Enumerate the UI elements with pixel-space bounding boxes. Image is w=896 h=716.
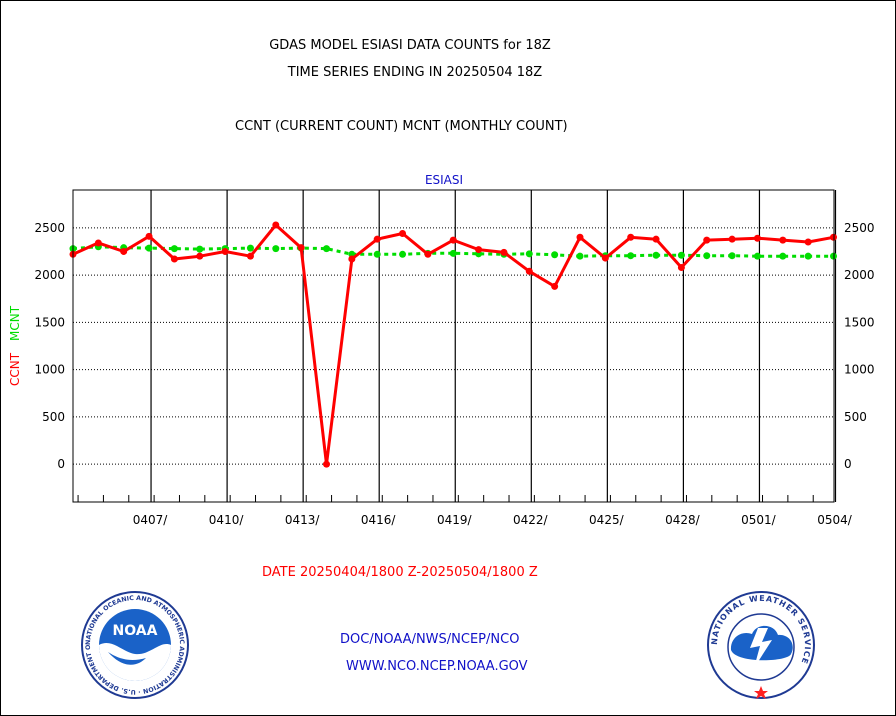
- x-tick-label: 0410/: [209, 513, 245, 527]
- plot-border: [72, 189, 835, 503]
- series-ccnt-point: [297, 244, 305, 252]
- series-ccnt-point: [120, 247, 128, 255]
- series-mcnt-point: [703, 252, 711, 260]
- chart-title-line2: TIME SERIES ENDING IN 20250504 18Z: [287, 65, 543, 80]
- series-ccnt-point: [601, 254, 609, 262]
- x-tick-label: 0425/: [589, 513, 625, 527]
- series-mcnt-point: [677, 251, 685, 259]
- y-tick-label-left: 0: [57, 457, 65, 471]
- series-mcnt-point: [753, 252, 761, 260]
- series-ccnt-point: [728, 235, 736, 243]
- series-ccnt-point: [145, 232, 153, 240]
- website-link[interactable]: WWW.NCO.NCEP.NOAA.GOV: [346, 659, 528, 674]
- series-mcnt-point: [551, 251, 559, 259]
- series-ccnt-line: [72, 223, 834, 466]
- series-ccnt-point: [323, 460, 330, 468]
- series-ccnt-point: [196, 252, 204, 260]
- x-tick-label: 0416/: [361, 513, 397, 527]
- series-mcnt-point: [399, 250, 407, 258]
- series-mcnt-point: [576, 252, 584, 260]
- y-tick-label-left: 2500: [34, 221, 65, 235]
- x-tick-label: 0428/: [665, 513, 701, 527]
- series-ccnt-point: [804, 238, 812, 246]
- series-ccnt-point: [525, 267, 533, 275]
- series-ccnt-point: [703, 236, 711, 244]
- series-mcnt-point: [246, 244, 254, 252]
- date-range: DATE 20250404/1800 Z-20250504/1800 Z: [262, 565, 538, 580]
- series-ccnt-point: [94, 239, 102, 247]
- x-tick-label: 0407/: [133, 513, 169, 527]
- series-mcnt-point: [525, 250, 533, 258]
- series-mcnt-point: [272, 245, 280, 253]
- agency-link[interactable]: DOC/NOAA/NWS/NCEP/NCO: [340, 632, 520, 647]
- series-mcnt-point: [627, 252, 635, 260]
- plot-title: ESIASI: [425, 173, 463, 187]
- series-mcnt-point: [373, 250, 381, 258]
- series-ccnt-point: [348, 255, 356, 263]
- series-mcnt-point: [323, 245, 330, 253]
- series-ccnt-point: [753, 234, 761, 242]
- series-ccnt-point: [246, 252, 254, 260]
- series-mcnt-point: [449, 249, 457, 257]
- series-mcnt-point: [170, 245, 178, 253]
- series-ccnt-point: [677, 264, 685, 272]
- series-ccnt-point: [424, 250, 432, 258]
- series-ccnt-point: [475, 246, 483, 254]
- series-mcnt-point: [145, 244, 153, 252]
- y-tick-label-right: 500: [844, 410, 867, 424]
- y-axis-label-ccnt: CCNT: [8, 352, 22, 386]
- x-tick-label: 0501/: [741, 513, 777, 527]
- series-mcnt-point: [728, 252, 736, 260]
- series-ccnt-point: [399, 229, 407, 237]
- y-tick-label-left: 1500: [34, 315, 65, 329]
- y-tick-label-right: 1500: [844, 315, 875, 329]
- y-tick-label-right: 1000: [844, 363, 875, 377]
- x-tick-label: 0422/: [513, 513, 549, 527]
- y-tick-label-left: 2000: [34, 268, 65, 282]
- series-mcnt-point: [196, 245, 204, 253]
- series-ccnt-point: [170, 255, 178, 263]
- series-mcnt-point: [804, 252, 812, 260]
- x-tick-label: 0413/: [285, 513, 321, 527]
- series-mcnt-point: [779, 252, 787, 260]
- chart-legend-text: CCNT (CURRENT COUNT) MCNT (MONTHLY COUNT…: [235, 119, 568, 134]
- series-ccnt-point: [627, 233, 635, 241]
- axis-ticks: 0 0 500 500 1000 1000 1500 1500 2000 2000 2500 2500…: [34, 221, 874, 527]
- x-tick-label: 0504/: [817, 513, 853, 527]
- series-ccnt: [69, 221, 837, 468]
- series-ccnt-point: [779, 236, 787, 244]
- series-ccnt-point: [576, 233, 584, 241]
- series-ccnt-point: [373, 235, 381, 243]
- nws-logo: NATIONAL WEATHER SERVICE: [707, 591, 815, 699]
- series-mcnt-point: [652, 251, 660, 259]
- chart-title-line1: GDAS MODEL ESIASI DATA COUNTS for 18Z: [269, 38, 551, 53]
- y-tick-label-left: 1000: [34, 363, 65, 377]
- noaa-logo: NATIONAL OCEANIC AND ATMOSPHERIC ADMINIS…: [80, 590, 189, 699]
- noaa-logo-text: NOAA: [113, 623, 158, 639]
- y-tick-label-left: 500: [42, 410, 65, 424]
- y-tick-label-right: 0: [844, 457, 852, 471]
- series-ccnt-point: [652, 235, 660, 243]
- x-tick-label: 0419/: [437, 513, 473, 527]
- series-ccnt-point: [221, 247, 229, 255]
- series-ccnt-point: [551, 282, 559, 290]
- y-axis-labels: CCNT MCNT: [8, 305, 22, 386]
- y-axis-label-mcnt: MCNT: [8, 305, 22, 341]
- series-ccnt-point: [500, 248, 508, 256]
- series-ccnt-point: [449, 236, 457, 244]
- y-tick-label-right: 2500: [844, 221, 875, 235]
- y-tick-label-right: 2000: [844, 268, 875, 282]
- series-ccnt-point: [272, 221, 280, 229]
